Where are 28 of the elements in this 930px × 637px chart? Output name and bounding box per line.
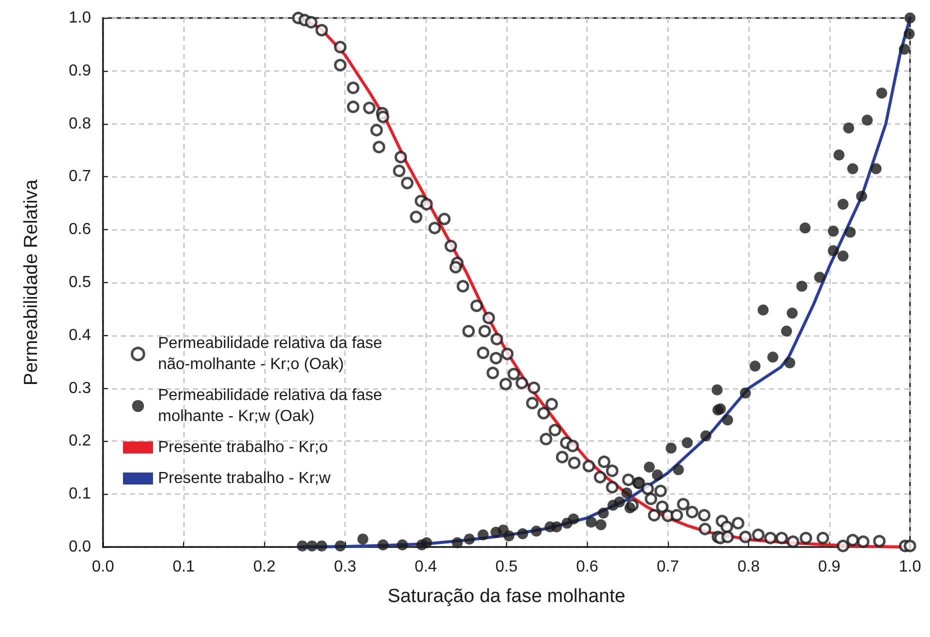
x-tick-label: 1.0 [898, 558, 922, 576]
x-tick-label: 0.0 [92, 558, 114, 576]
x-tick-label: 0.7 [656, 558, 680, 576]
y-tick-label: 0.0 [68, 538, 92, 556]
y-tick-label: 1.0 [68, 10, 92, 26]
y-tick-label: 0.1 [68, 486, 92, 503]
y-tick-label: 0.3 [68, 380, 92, 397]
legend-label: Presente trabalho - Kr;w [158, 470, 331, 487]
x-tick-label: 0.5 [495, 558, 518, 576]
y-axis-title: Permeabilidade Relativa [21, 179, 42, 386]
y-tick-label: 0.5 [68, 274, 92, 291]
legend-label: Permeabilidade relativa da fase não-molhante - Kr;o (Oak) [158, 335, 387, 373]
y-tick-label: 0.7 [68, 168, 92, 186]
y-tick-label: 0.9 [68, 62, 92, 80]
x-tick-label: 0.1 [172, 558, 195, 576]
x-tick-label: 0.3 [334, 558, 356, 576]
x-tick-label: 0.4 [414, 558, 438, 576]
legend-label: Permeabilidade relativa da fase molhante - Kr;w (Oak) [158, 387, 387, 425]
legend-label: Presente trabalho - Kr;o [158, 439, 328, 456]
y-tick-label: 0.4 [68, 326, 92, 344]
x-tick-label: 0.9 [818, 558, 841, 576]
y-tick-label: 0.6 [68, 221, 92, 238]
y-tick-label: 0.8 [68, 115, 92, 132]
x-tick-label: 0.2 [253, 558, 276, 576]
x-tick-label: 0.8 [737, 558, 760, 576]
y-tick-label: 0.2 [68, 432, 92, 450]
x-axis-title: Saturação da fase molhante [388, 586, 626, 607]
x-tick-label: 0.6 [576, 558, 598, 576]
